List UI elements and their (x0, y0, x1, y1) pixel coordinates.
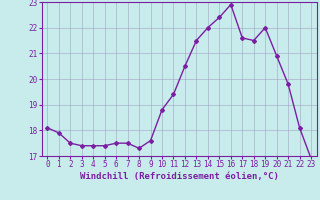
X-axis label: Windchill (Refroidissement éolien,°C): Windchill (Refroidissement éolien,°C) (80, 172, 279, 181)
